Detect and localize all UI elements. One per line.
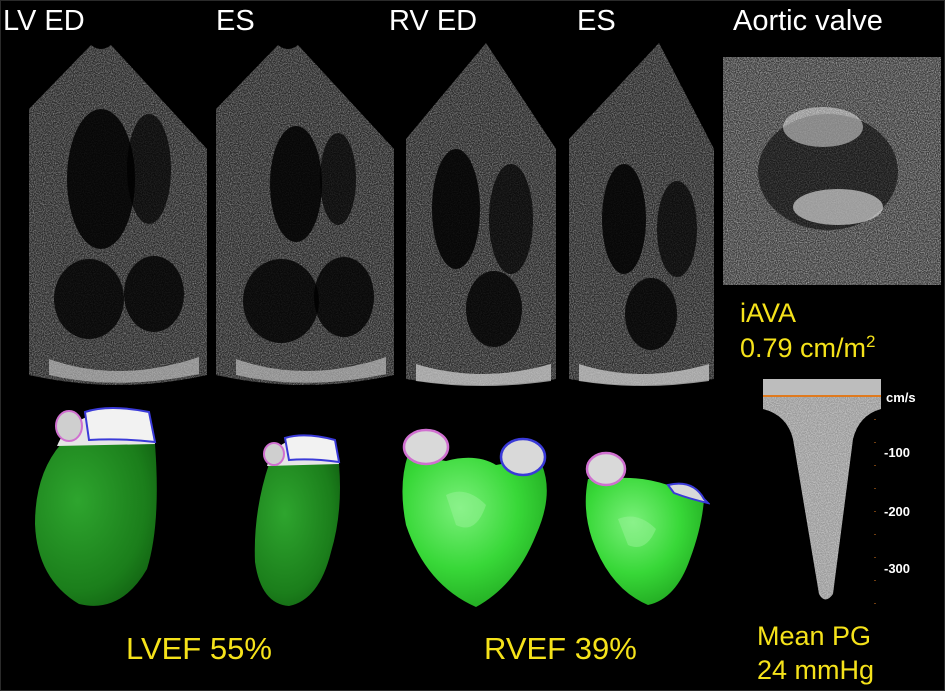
lv-ed-3d-model (29, 404, 169, 609)
echo-lv-es (216, 39, 394, 391)
rvef-label: RVEF 39% (484, 631, 637, 666)
iava-value: 0.79 cm/m2 (740, 331, 876, 366)
echo-lv-ed (29, 39, 207, 391)
mean-pg-label: Mean PG (757, 621, 872, 651)
doppler-spectrum (763, 379, 881, 607)
lv-es-3d-model (251, 432, 343, 608)
echo-rv-es (569, 39, 714, 391)
echo-rv-ed (406, 39, 556, 391)
doppler-tick-300: -300 (884, 561, 911, 576)
doppler-tick-100: -100 (884, 445, 911, 460)
label-rv-ed: RV ED (389, 5, 478, 37)
lvef-label: LVEF 55% (126, 631, 272, 666)
label-aortic-valve: Aortic valve (733, 5, 883, 37)
aortic-valve-image (723, 57, 941, 285)
iava-label: iAVA (740, 298, 797, 328)
label-rv-es: ES (577, 5, 616, 37)
doppler-unit: cm/s (886, 390, 916, 405)
doppler-tick-200: -200 (884, 504, 911, 519)
label-lv-es: ES (216, 5, 255, 37)
iava-value-text: 0.79 cm/m (740, 333, 867, 363)
rv-ed-3d-model (396, 425, 556, 609)
mean-pg-value: 24 mmHg (757, 655, 875, 685)
label-lv-ed: LV ED (3, 5, 85, 37)
rv-es-3d-model (578, 449, 710, 607)
iava-value-exponent: 2 (866, 332, 876, 351)
